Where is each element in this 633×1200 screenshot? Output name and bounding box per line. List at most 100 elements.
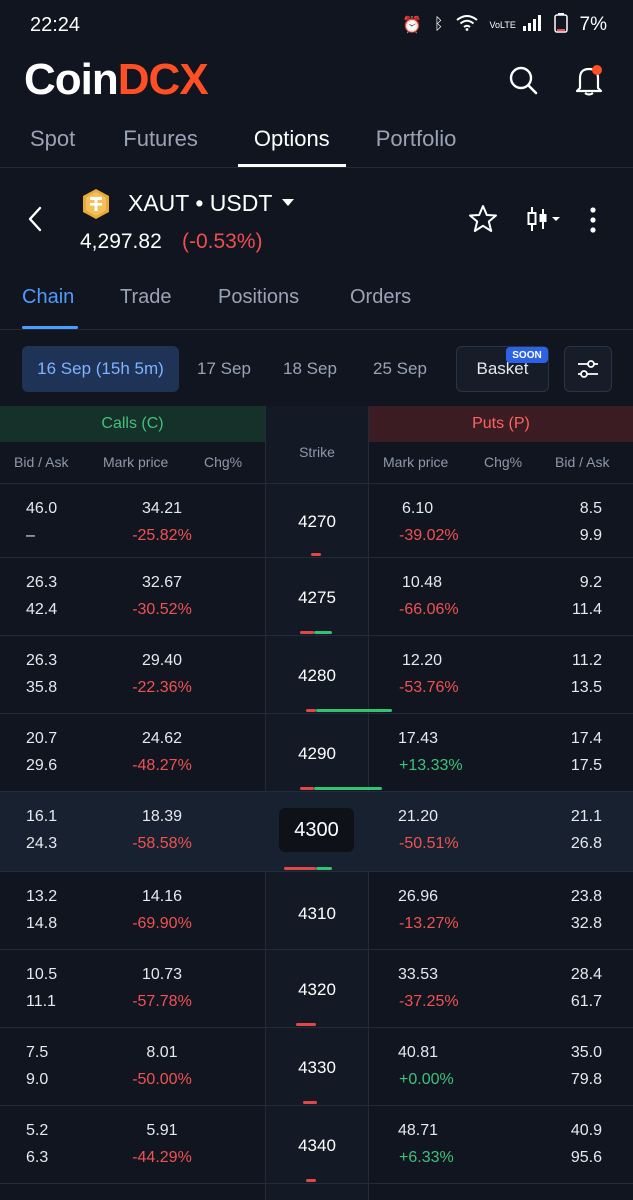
- call-bid: 5.2: [26, 1122, 49, 1139]
- tab-portfolio[interactable]: Portfolio: [375, 126, 457, 151]
- call-bid: 16.1: [26, 808, 58, 825]
- tab-options[interactable]: Options: [237, 110, 346, 167]
- strike-bar: [306, 1179, 316, 1182]
- favorite-star-icon[interactable]: [468, 204, 498, 239]
- puts-header: Puts (P): [369, 406, 633, 442]
- call-mark-price: 18.39: [141, 808, 183, 825]
- put-ask: 9.9: [579, 527, 602, 544]
- chain-row-4300[interactable]: 16.1 24.3 18.39 -58.58% 4300 21.20 -50.5…: [0, 792, 633, 872]
- tab-chain[interactable]: Chain: [22, 286, 75, 308]
- strike-price: 4330: [298, 1058, 336, 1077]
- tab-positions[interactable]: Positions: [218, 286, 300, 308]
- chain-row-4275[interactable]: 26.3 42.4 32.67 -30.52% 4275 10.48 -66.0…: [0, 558, 633, 636]
- strike-price: 4280: [298, 666, 336, 685]
- call-mark-price: 14.16: [141, 888, 183, 905]
- strike-price: 4310: [298, 904, 336, 923]
- put-mark-price: 40.81: [398, 1044, 439, 1061]
- strike-price: 4320: [298, 980, 336, 999]
- header-divider: [0, 483, 633, 484]
- call-ask: –: [26, 527, 35, 544]
- row-divider: [0, 871, 633, 872]
- call-ask: 42.4: [26, 601, 58, 618]
- put-change: -53.76%: [399, 679, 459, 696]
- status-time: 22:24: [30, 13, 81, 36]
- put-bid: 8.5: [579, 500, 602, 517]
- chain-row-4310[interactable]: 13.2 14.8 14.16 -69.90% 4310 26.96 -13.2…: [0, 872, 633, 950]
- chain-row-4330[interactable]: 7.5 9.0 8.01 -50.00% 4330 40.81 +0.00% 3…: [0, 1028, 633, 1106]
- tab-trade[interactable]: Trade: [120, 286, 172, 308]
- call-mark-price: 24.62: [141, 730, 183, 747]
- basket-label: Basket: [476, 359, 529, 378]
- puts-mark-price-label: Mark price: [383, 454, 449, 470]
- put-mark-price: 6.10: [402, 500, 434, 517]
- row-divider: [0, 1183, 633, 1184]
- call-ask: 24.3: [26, 835, 58, 852]
- put-ask: 13.5: [570, 679, 602, 696]
- put-change: +13.33%: [399, 757, 463, 774]
- put-mark-price: 48.71: [398, 1122, 439, 1139]
- strike-bar: [296, 1023, 316, 1026]
- search-icon[interactable]: [503, 60, 543, 100]
- option-chain: Calls (C) Puts (P) Strike Bid / Ask Mark…: [0, 406, 633, 1200]
- row-divider: [0, 949, 633, 950]
- tab-futures[interactable]: Futures: [123, 126, 198, 151]
- chain-row-4290[interactable]: 20.7 29.6 24.62 -48.27% 4290 17.43 +13.3…: [0, 714, 633, 792]
- put-change: -37.25%: [399, 993, 459, 1010]
- put-ask: 11.4: [572, 601, 602, 618]
- call-change: -25.82%: [132, 527, 192, 544]
- chart-candles-icon[interactable]: [526, 204, 564, 239]
- strike-bar-calls: [284, 867, 316, 870]
- notification-bell-icon[interactable]: [569, 60, 609, 100]
- chain-row-4270[interactable]: 46.0 – 34.21 -25.82% 4270 6.10 -39.02% 8…: [0, 484, 633, 558]
- expiry-chip-16-sep[interactable]: 16 Sep (15h 5m): [22, 346, 179, 392]
- soon-badge: SOON: [506, 347, 548, 363]
- chain-row-4320[interactable]: 10.5 11.1 10.73 -57.78% 4320 33.53 -37.2…: [0, 950, 633, 1028]
- pair-bar: XAUT • USDT 4,297.82 (-0.53%): [0, 168, 633, 268]
- put-bid: 11.2: [572, 652, 602, 669]
- expiry-chip-17-sep[interactable]: 17 Sep: [197, 359, 251, 378]
- put-bid: 17.4: [570, 730, 602, 747]
- strike-price: 4290: [298, 744, 336, 763]
- strike-bar-puts: [314, 631, 332, 634]
- put-bid: 40.9: [570, 1122, 602, 1139]
- volte-icon: VoLTE: [489, 19, 516, 30]
- alarm-icon: ⏰: [402, 17, 422, 34]
- puts-bid-ask-label: Bid / Ask: [555, 454, 610, 470]
- put-change: -13.27%: [399, 915, 459, 932]
- put-mark-price: 17.43: [398, 730, 439, 747]
- strike-bar: [303, 1101, 317, 1104]
- call-change: -44.29%: [132, 1149, 192, 1166]
- put-change: -39.02%: [399, 527, 459, 544]
- caret-down-icon[interactable]: [282, 199, 294, 206]
- strike-bar-calls: [300, 787, 314, 790]
- strike-bar-puts: [314, 787, 382, 790]
- calls-chg-label: Chg%: [204, 454, 243, 470]
- active-tab-underline: [22, 326, 78, 329]
- tab-orders[interactable]: Orders: [350, 286, 412, 308]
- strike-price: 4340: [298, 1136, 336, 1155]
- call-bid: 46.0: [26, 500, 58, 517]
- call-change: -22.36%: [132, 679, 192, 696]
- battery-icon: [553, 12, 568, 38]
- filter-settings-button[interactable]: [564, 346, 612, 392]
- put-mark-price: 10.48: [402, 574, 443, 591]
- chain-row-4280[interactable]: 26.3 35.8 29.40 -22.36% 4280 12.20 -53.7…: [0, 636, 633, 714]
- pair-selector[interactable]: XAUT • USDT: [128, 190, 273, 216]
- row-divider: [0, 557, 633, 558]
- put-ask: 26.8: [570, 835, 602, 852]
- chain-row-4340[interactable]: 5.2 6.3 5.91 -44.29% 4340 48.71 +6.33% 4…: [0, 1106, 633, 1184]
- expiry-chip-18-sep[interactable]: 18 Sep: [283, 359, 337, 378]
- row-divider: [0, 1027, 633, 1028]
- wifi-icon: [455, 14, 478, 36]
- expiry-chip-25-sep[interactable]: 25 Sep: [373, 359, 427, 378]
- more-options-icon[interactable]: [588, 206, 598, 239]
- call-mark-price: 5.91: [146, 1122, 178, 1139]
- last-price: 4,297.82: [80, 230, 162, 253]
- call-mark-price: 8.01: [146, 1044, 178, 1061]
- battery-percent: 7%: [579, 14, 607, 35]
- back-arrow-icon[interactable]: [26, 206, 44, 237]
- tab-spot[interactable]: Spot: [30, 126, 76, 151]
- basket-button[interactable]: Basket: [456, 346, 549, 392]
- sliders-icon: [578, 360, 598, 378]
- put-mark-price: 26.96: [398, 888, 439, 905]
